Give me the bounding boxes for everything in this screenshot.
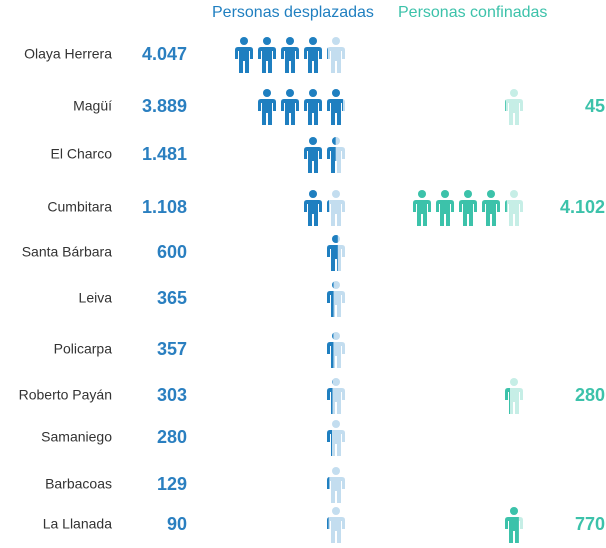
icon (505, 190, 523, 226)
icon-fill (281, 89, 299, 125)
icon-fill (505, 507, 519, 543)
value-label: 280 (575, 385, 605, 405)
category-label: Policarpa (54, 341, 113, 357)
category-label: Santa Bárbara (22, 244, 112, 260)
icon-fill (327, 332, 334, 368)
value-label: 600 (157, 242, 187, 262)
value-label: 1.481 (142, 144, 187, 164)
icon-group (327, 281, 345, 317)
value-label: 280 (157, 427, 187, 447)
icon-group (505, 89, 523, 125)
icon-group (304, 137, 345, 173)
icon-group (235, 37, 345, 73)
icon-fill (327, 137, 336, 173)
icon (327, 37, 345, 73)
category-label: Roberto Payán (19, 387, 112, 403)
icon-fill (459, 190, 477, 226)
icon (327, 467, 345, 503)
icon-fill (327, 89, 344, 125)
icon-fill (258, 89, 276, 125)
icon-group (327, 235, 345, 271)
category-label: Leiva (79, 290, 113, 306)
value-label: 129 (157, 474, 187, 494)
icon-fill (235, 37, 253, 73)
value-label: 90 (167, 514, 187, 534)
legend-confined: Personas confinadas (398, 4, 547, 21)
icon-group (304, 190, 345, 226)
icon-group (327, 507, 345, 543)
value-label: 357 (157, 339, 187, 359)
icon-fill (436, 190, 454, 226)
icon-fill (304, 137, 322, 173)
value-label: 3.889 (142, 96, 187, 116)
icon-fill (327, 380, 333, 414)
icon-fill (327, 281, 334, 317)
icon-fill (327, 517, 329, 529)
icon (327, 507, 345, 543)
icon-fill (505, 381, 511, 414)
value-label: 4.102 (560, 197, 605, 217)
icon-fill (281, 37, 299, 73)
icon-group (327, 467, 345, 503)
icon-fill (304, 89, 322, 125)
icon-fill (327, 47, 328, 59)
value-label: 770 (575, 514, 605, 534)
icon-fill (258, 37, 276, 73)
icon-group (505, 507, 523, 543)
icon-fill (505, 200, 507, 212)
icon-fill (505, 99, 506, 111)
value-label: 45 (585, 96, 605, 116)
category-label: La Llanada (43, 516, 113, 532)
icon-fill (327, 477, 330, 489)
value-label: 365 (157, 288, 187, 308)
category-label: Cumbitara (47, 199, 112, 215)
icon-group (258, 89, 345, 125)
icon-group (327, 378, 345, 414)
icon-fill (482, 190, 500, 226)
category-label: Barbacoas (45, 476, 112, 492)
legend-displaced: Personas desplazadas (212, 4, 374, 21)
icon-fill (304, 37, 322, 73)
icon-fill (413, 190, 431, 226)
icon-fill (327, 423, 333, 456)
category-label: Magüí (73, 98, 112, 114)
icon-group (413, 190, 523, 226)
category-label: El Charco (51, 146, 113, 162)
value-label: 303 (157, 385, 187, 405)
icon-fill (304, 190, 322, 226)
icon (327, 190, 345, 226)
category-label: Olaya Herrera (24, 46, 112, 62)
icon-group (505, 378, 523, 414)
value-label: 4.047 (142, 44, 187, 64)
value-label: 1.108 (142, 197, 187, 217)
icon (505, 89, 523, 125)
icon-group (327, 420, 345, 456)
category-label: Samaniego (41, 429, 112, 445)
icon-fill (327, 200, 329, 212)
icon-fill (327, 235, 338, 271)
icon-group (327, 332, 345, 368)
